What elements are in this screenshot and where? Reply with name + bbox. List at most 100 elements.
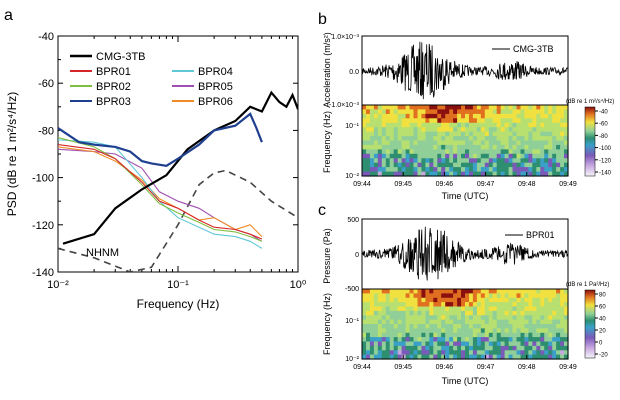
- spectrogram-c-cell: [425, 324, 430, 329]
- spectrogram-c-cell: [397, 345, 403, 351]
- spectrogram-c-cell: [437, 354, 442, 360]
- spectrogram-b-cell: [457, 153, 462, 159]
- spectrogram-c-cell: [413, 345, 419, 351]
- spectrogram-b-cell: [362, 144, 367, 150]
- spectrogram-b-cell: [429, 153, 434, 159]
- spectrogram-b-cell: [393, 162, 399, 168]
- spectrogram-c-cell: [437, 328, 442, 334]
- spectrogram-b-cell: [362, 136, 367, 142]
- spectrogram-c-cell: [544, 306, 549, 312]
- spectrogram-c-cell: [476, 293, 482, 299]
- spectrogram-b-cell: [500, 122, 506, 128]
- spectrogram-b-cell: [528, 162, 533, 168]
- spectrogram-c-cell: [516, 341, 522, 347]
- spectrogram-b-cell: [366, 158, 371, 164]
- spectrogram-b-cell: [508, 158, 514, 164]
- colorbar-c-tick-label: 60: [599, 305, 606, 311]
- spectrogram-c-cell: [496, 328, 502, 334]
- spectrogram-c-cell: [552, 289, 557, 294]
- spectrogram-c-cell: [524, 302, 529, 308]
- spectrogram-c-cell: [417, 345, 423, 351]
- spectrogram-c-cell: [433, 332, 438, 338]
- spectrogram-c-cell: [429, 319, 434, 325]
- spectrogram-c-cell: [445, 310, 450, 316]
- spectrogram-b-cell: [564, 171, 569, 177]
- spectrogram-b-cell: [389, 158, 395, 164]
- spectrogram-b-cell: [369, 171, 375, 177]
- spectrogram-b-cell: [457, 131, 462, 137]
- spectrogram-b-cell: [516, 113, 522, 119]
- spectrogram-c-cell: [536, 310, 541, 316]
- time-axis-b-tick-label: 09:48: [518, 181, 536, 188]
- spectrogram-c-cell: [496, 332, 502, 338]
- spectrogram-c-cell: [413, 337, 419, 343]
- spectrogram-b-cell: [445, 149, 450, 155]
- spectrogram-b-cell: [536, 167, 541, 173]
- spectrogram-c-cell: [445, 306, 450, 312]
- spectrogram-b-cell: [421, 105, 426, 110]
- spectrogram-b-cell: [437, 118, 442, 124]
- spectrogram-b-cell: [472, 153, 478, 159]
- spectrogram-b-cell: [476, 140, 482, 146]
- spectrogram-b-cell: [552, 171, 557, 177]
- spectrogram-b-cell: [362, 109, 367, 115]
- spectrogram-c-cell: [366, 289, 371, 294]
- spectrogram-b-cell: [528, 140, 533, 146]
- spectrogram-c-cell: [429, 310, 434, 316]
- spectrogram-b-cell: [421, 127, 426, 133]
- spectrogram-c-cell: [488, 315, 494, 321]
- spectrogram-c-cell: [417, 293, 423, 299]
- spectrogram-c-cell: [564, 324, 569, 329]
- spectrogram-b-cell: [385, 136, 391, 142]
- spectrogram-c-cell: [453, 354, 458, 360]
- spectrogram-b-cell: [369, 109, 375, 115]
- spectrogram-c-cell: [465, 341, 470, 347]
- spectrogram-b-cell: [496, 105, 502, 110]
- spectrogram-c-cell: [528, 345, 533, 351]
- spectrogram-b-cell: [536, 113, 541, 119]
- spectrogram-c-cell: [453, 302, 458, 308]
- spectrogram-c-cell: [472, 328, 478, 334]
- spectrogram-c-cell: [461, 350, 466, 356]
- spectrogram-b-cell: [385, 109, 391, 115]
- spectrogram-c-cell: [369, 289, 375, 294]
- spectrogram-c-cell: [556, 319, 561, 325]
- spectrogram-b-cell: [516, 167, 522, 173]
- spectrogram-b-cell: [469, 140, 474, 146]
- spectrogram-b-cell: [437, 153, 442, 159]
- spectrogram-c-cell: [512, 297, 518, 303]
- spectrogram-c-cell: [536, 354, 541, 360]
- spectrogram-c-cell: [476, 332, 482, 338]
- spectrogram-c-cell: [425, 310, 430, 316]
- spectrogram-b-cell: [496, 136, 502, 142]
- spectrogram-b-cell: [500, 171, 506, 177]
- psd-series-bpr03: [58, 112, 263, 167]
- spectrogram-b-cell: [556, 162, 561, 168]
- spectrogram-b-cell: [425, 122, 430, 128]
- spectrogram-b-cell: [449, 162, 454, 168]
- spectrogram-b-cell: [480, 158, 486, 164]
- spectrogram-b-cell: [401, 167, 407, 173]
- spectrogram-c-cell: [465, 289, 470, 294]
- spectrogram-b-cell: [469, 131, 474, 137]
- spectrogram-c-cell: [480, 297, 486, 303]
- spectrogram-c-cell: [520, 345, 526, 351]
- spectrogram-b-cell: [524, 118, 529, 124]
- spectrogram-c-cell: [421, 302, 426, 308]
- spectrogram-c-cell: [425, 302, 430, 308]
- spectrogram-c-cell: [536, 319, 541, 325]
- spectrogram-b-cell: [520, 127, 526, 133]
- spectrogram-c-cell: [512, 354, 518, 360]
- spectrogram-c-cell: [377, 341, 383, 347]
- spectrogram-b-cell: [381, 127, 387, 133]
- spectrogram-c-cell: [548, 345, 553, 351]
- spectrogram-b-cell: [362, 153, 367, 159]
- spectrogram-b-cell: [429, 140, 434, 146]
- spectrogram-c-cell: [405, 332, 411, 338]
- spectrogram-b-cell: [389, 162, 395, 168]
- spectrogram-c-cell: [373, 297, 379, 303]
- spectrogram-b-cell: [445, 167, 450, 173]
- spectrogram-b-cell: [441, 171, 446, 177]
- spectrogram-c-cell: [421, 289, 426, 294]
- psd-series-bpr02: [58, 136, 263, 242]
